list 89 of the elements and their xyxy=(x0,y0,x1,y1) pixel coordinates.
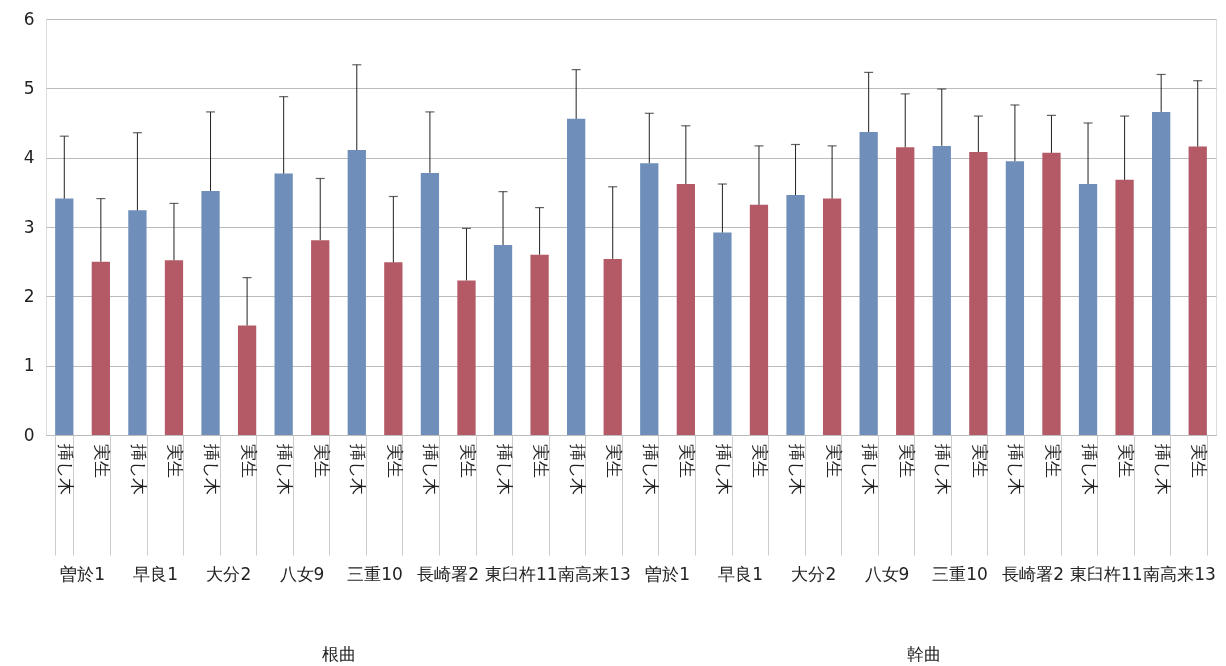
x-tick-label: 挿し木 xyxy=(55,443,76,495)
x-tick-label: 実生 xyxy=(1189,443,1210,478)
x-tick-label: 挿し木 xyxy=(202,443,223,495)
x-tick-label: 挿し木 xyxy=(421,443,442,495)
text: 幹曲 xyxy=(906,644,941,664)
x-tick-label: 実生 xyxy=(1116,443,1137,478)
x-tick-label: 挿し木 xyxy=(860,443,881,495)
bar xyxy=(457,280,476,435)
y-tick-label: 6 xyxy=(23,8,35,29)
bar xyxy=(896,147,915,435)
bar xyxy=(567,118,586,435)
x-tick-label: 実生 xyxy=(604,443,625,478)
bar xyxy=(932,145,951,435)
x-tick-label: 実生 xyxy=(384,443,405,478)
bar xyxy=(530,254,549,435)
bar xyxy=(676,184,695,435)
text: 早良1 xyxy=(718,564,764,584)
bar xyxy=(1078,184,1098,435)
text: 早良1 xyxy=(133,564,179,584)
text: 南高来13 xyxy=(558,564,631,584)
x-tick-label: 挿し木 xyxy=(787,443,808,495)
x-tick-label: 実生 xyxy=(531,443,552,478)
x-tick-label: 実生 xyxy=(165,443,186,478)
x-tick-label: 実生 xyxy=(969,443,990,478)
x-tick-label: 挿し木 xyxy=(1006,443,1027,495)
bar xyxy=(201,190,220,435)
x-tick-label: 実生 xyxy=(92,443,113,478)
bar xyxy=(749,204,769,435)
bar xyxy=(1188,146,1207,435)
x-tick-label: 挿し木 xyxy=(128,443,149,495)
y-tick-label: 2 xyxy=(23,285,35,306)
x-tick-label: 挿し木 xyxy=(275,443,296,495)
bar xyxy=(91,261,110,435)
text: 八女9 xyxy=(279,564,325,584)
text: 長崎署2 xyxy=(1002,564,1065,584)
bar xyxy=(128,210,147,435)
y-tick-label: 3 xyxy=(23,216,35,237)
bar xyxy=(640,163,659,435)
bar xyxy=(1005,161,1025,435)
bar xyxy=(493,245,513,435)
x-tick-label: 挿し木 xyxy=(567,443,588,495)
text: 東臼杵11 xyxy=(484,564,558,584)
x-tick-label: 実生 xyxy=(457,443,478,478)
bar xyxy=(311,240,330,435)
bar xyxy=(786,195,805,435)
x-tick-label: 実生 xyxy=(311,443,332,478)
x-tick-label: 挿し木 xyxy=(713,443,734,495)
bar xyxy=(713,232,732,435)
text: 東臼杵11 xyxy=(1069,564,1143,584)
text: 三重10 xyxy=(347,564,403,584)
text: 三重10 xyxy=(932,564,988,584)
bar xyxy=(420,172,440,435)
bar xyxy=(603,258,622,435)
bar xyxy=(1152,111,1171,435)
x-tick-label: 挿し木 xyxy=(494,443,515,495)
x-tick-label: 実生 xyxy=(896,443,917,478)
x-tick-label: 挿し木 xyxy=(348,443,369,495)
x-tick-label: 実生 xyxy=(1042,443,1063,478)
x-tick-label: 実生 xyxy=(238,443,259,478)
text: 曽於1 xyxy=(60,564,105,584)
text: 八女9 xyxy=(864,564,910,584)
text: 根曲 xyxy=(321,644,356,664)
x-tick-label: 実生 xyxy=(750,443,771,478)
text: 曽於1 xyxy=(645,564,690,584)
bar xyxy=(347,150,366,435)
x-tick-label: 挿し木 xyxy=(1079,443,1100,495)
y-tick-label: 4 xyxy=(23,147,35,168)
bar xyxy=(384,262,403,435)
x-tick-label: 挿し木 xyxy=(640,443,661,495)
x-tick-label: 実生 xyxy=(823,443,844,478)
bar xyxy=(274,173,293,435)
x-tick-label: 挿し木 xyxy=(1152,443,1173,495)
bar xyxy=(237,325,257,435)
bar xyxy=(969,152,988,435)
y-tick-label: 5 xyxy=(23,77,35,98)
bar xyxy=(822,198,842,435)
text: 大分2 xyxy=(791,564,837,584)
bar xyxy=(1042,152,1061,435)
x-tick-label: 挿し木 xyxy=(933,443,954,495)
bar xyxy=(859,132,878,435)
bar xyxy=(1115,179,1134,435)
text: 南高来13 xyxy=(1143,564,1216,584)
y-tick-label: 1 xyxy=(23,355,35,376)
x-tick-label: 実生 xyxy=(677,443,698,478)
y-tick-label: 0 xyxy=(23,424,35,445)
bar xyxy=(164,260,184,435)
text: 大分2 xyxy=(206,564,252,584)
bar xyxy=(55,198,74,435)
text: 長崎署2 xyxy=(417,564,480,584)
